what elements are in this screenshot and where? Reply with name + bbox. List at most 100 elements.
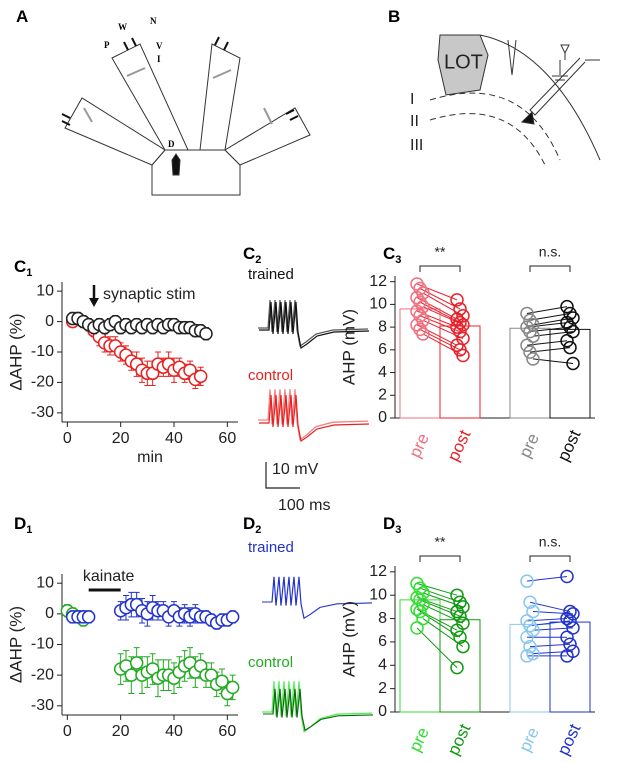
arena: [151, 149, 241, 196]
y-axis-label: AHP (mV): [339, 309, 358, 385]
data-point: [453, 324, 467, 339]
annotation: synaptic stim: [103, 286, 195, 303]
data-point: [456, 348, 470, 363]
x-tick-label: 40: [165, 430, 183, 447]
x-tick-label: 20: [112, 430, 130, 447]
panel-subscript: 2: [255, 254, 261, 266]
diagram-label: III: [410, 137, 423, 154]
x-tick-label: pre: [515, 724, 543, 754]
data-point: [520, 306, 534, 321]
panel-letter: A: [16, 7, 28, 26]
panel-letter: D: [14, 514, 26, 533]
bar: [549, 328, 591, 419]
surface: [479, 34, 601, 161]
data-point: [81, 610, 96, 624]
data-point: [526, 646, 540, 661]
data-point: [563, 340, 577, 355]
data-point: [453, 302, 467, 316]
diagram-label: II: [410, 113, 419, 130]
trace-title: trained: [248, 266, 294, 283]
pair-line: [422, 592, 464, 608]
panel-label: C3: [383, 244, 401, 265]
y-tick-label: -30: [31, 404, 54, 421]
y-tick-label: 4: [378, 656, 387, 673]
trace-title: control: [248, 367, 293, 384]
data-point: [410, 602, 424, 616]
data-point: [450, 660, 464, 675]
x-axis-label: min: [137, 449, 163, 466]
y-tick-label: 0: [45, 605, 54, 622]
diagram-label: W: [118, 22, 127, 32]
panel-subscript: 1: [26, 524, 32, 536]
data-point: [560, 334, 574, 348]
layer-border: [429, 92, 561, 161]
data-point: [526, 352, 540, 366]
panel-subscript: 3: [395, 524, 401, 536]
pair-line: [416, 627, 458, 668]
x-tick-label: 0: [63, 430, 72, 447]
data-point: [520, 574, 534, 588]
data-point: [450, 293, 464, 307]
data-point: [410, 621, 424, 635]
bar: [439, 619, 481, 713]
maze-diagram: [61, 36, 311, 196]
x-tick-label: post: [554, 721, 585, 758]
diagram-label: D: [168, 139, 175, 149]
significance-bracket: [529, 265, 571, 272]
annotation: kainate: [83, 568, 135, 585]
pair-line: [419, 288, 461, 310]
y-tick-label: 10: [36, 282, 54, 299]
pair-line: [422, 292, 464, 317]
arrow: [83, 67, 273, 125]
trace-title: trained: [248, 539, 294, 556]
data-point: [526, 604, 540, 619]
data-point: [450, 588, 464, 602]
data-point: [450, 623, 464, 637]
x-tick-label: 60: [218, 723, 236, 740]
scale-label: 100 ms: [278, 497, 330, 514]
pair-line: [419, 315, 461, 333]
x-tick-label: pre: [405, 724, 433, 754]
panel-letter: C: [243, 244, 255, 263]
x-tick-label: 20: [112, 723, 130, 740]
y-tick-label: -10: [31, 636, 54, 653]
pair-line: [416, 597, 458, 613]
diagram-label: I: [410, 91, 414, 108]
data-point: [225, 610, 240, 624]
y-tick-label: 2: [378, 386, 387, 403]
odor-port: [61, 36, 299, 126]
diagram-label: P: [104, 40, 110, 50]
maze-arm: [64, 97, 166, 166]
y-tick-label: -20: [31, 374, 54, 391]
data-point: [523, 345, 537, 359]
x-tick-label: post: [444, 721, 475, 758]
x-tick-label: 40: [165, 723, 183, 740]
x-tick-label: pre: [515, 430, 543, 460]
y-tick-label: -30: [31, 697, 54, 714]
y-tick-label: 10: [369, 586, 387, 603]
data-point: [416, 327, 430, 341]
data-point: [453, 630, 467, 644]
panel-label: C2: [243, 244, 261, 265]
data-point: [453, 609, 467, 623]
y-axis-label: ΔAHP (%): [6, 313, 25, 390]
panel-label: B: [388, 7, 400, 26]
panel-subscript: 1: [26, 267, 32, 279]
y-axis-label: ΔAHP (%): [6, 606, 25, 683]
data-point: [560, 611, 574, 626]
y-tick-label: 8: [378, 318, 387, 335]
data-point: [523, 639, 537, 654]
data-point: [566, 356, 580, 371]
significance-bracket: [529, 555, 571, 562]
maze-arm: [111, 43, 189, 151]
significance-label: n.s.: [539, 244, 562, 260]
trace-title: control: [248, 654, 293, 671]
y-tick-label: 0: [378, 703, 387, 720]
record-electrode: [529, 57, 600, 116]
pair-line: [526, 306, 568, 314]
pair-line: [419, 301, 461, 324]
diagram-label: I: [157, 54, 161, 64]
stim-electrode: [507, 39, 517, 76]
scale-label: 10 mV: [272, 461, 319, 478]
